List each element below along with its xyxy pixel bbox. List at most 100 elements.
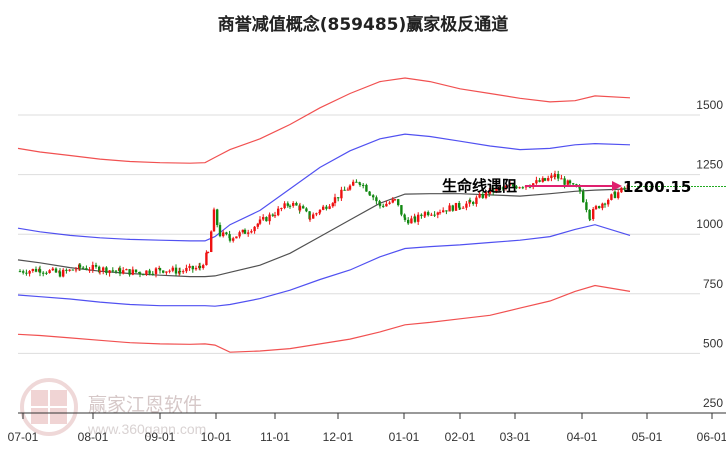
candle: [417, 214, 420, 222]
gridlines: [18, 114, 700, 354]
candle: [305, 208, 308, 212]
candle: [243, 229, 247, 234]
candle: [171, 267, 174, 271]
candle: [247, 232, 250, 234]
candle: [475, 197, 478, 204]
candle: [212, 209, 216, 232]
candle: [298, 206, 302, 211]
candle: [501, 187, 504, 189]
candle: [550, 175, 553, 179]
candle: [454, 202, 458, 211]
candle: [442, 210, 445, 213]
candle: [168, 270, 171, 272]
band-line: [17, 133, 631, 242]
candle: [413, 216, 417, 222]
candle: [58, 271, 62, 277]
candle: [362, 184, 365, 186]
candle: [566, 180, 569, 185]
candle: [557, 173, 560, 179]
candle: [125, 269, 128, 271]
candle: [74, 269, 78, 271]
candle: [563, 178, 566, 185]
y-tick-label: 1250: [696, 158, 723, 172]
candle: [423, 212, 427, 216]
candle: [400, 205, 403, 215]
candle: [495, 187, 498, 192]
candle: [333, 197, 337, 204]
candle: [478, 194, 481, 198]
candle: [85, 268, 88, 270]
candle: [322, 206, 325, 210]
candle: [25, 272, 28, 274]
candle: [492, 188, 495, 192]
candle: [433, 214, 436, 216]
candle: [108, 270, 111, 274]
candle: [94, 264, 98, 267]
candle: [512, 184, 515, 187]
candle: [31, 268, 34, 271]
candle: [337, 197, 340, 199]
x-tick-label: 11-01: [260, 430, 290, 444]
candle: [71, 269, 74, 271]
candle: [68, 269, 71, 271]
x-tick-label: 01-01: [389, 430, 420, 444]
candle: [592, 209, 595, 220]
candle: [105, 267, 108, 274]
candle: [378, 203, 382, 206]
candle: [191, 265, 194, 270]
candle: [138, 272, 142, 275]
candle: [603, 203, 607, 205]
candle: [258, 219, 262, 224]
candle: [273, 215, 277, 217]
candle: [210, 231, 213, 253]
candle: [198, 265, 202, 268]
candle: [128, 269, 131, 275]
band-line: [17, 284, 631, 353]
candle: [271, 214, 274, 216]
candle: [378, 201, 381, 204]
candle: [277, 208, 280, 216]
y-axis: 250 500 750 1000 1250 1500: [696, 98, 723, 410]
arrow-head-icon: [612, 181, 622, 191]
candle: [283, 203, 286, 209]
candle: [348, 185, 352, 190]
candle: [588, 218, 592, 220]
candle: [393, 199, 397, 201]
candle: [572, 183, 575, 185]
band-line: [17, 188, 631, 278]
candle: [568, 180, 572, 184]
candle: [114, 270, 118, 272]
candle: [174, 267, 178, 274]
candle: [484, 191, 488, 198]
candle: [355, 181, 358, 183]
candle: [598, 206, 601, 209]
watermark-seal-icon: [20, 378, 78, 436]
candle: [543, 178, 547, 181]
chart-title: 商誉减值概念(859485)赢家极反通道: [217, 15, 509, 35]
candle: [182, 271, 185, 273]
candle: [617, 192, 620, 198]
candle: [547, 178, 550, 181]
candle: [458, 207, 462, 209]
candle: [268, 214, 271, 222]
last-price-label: 1200.15: [623, 178, 691, 196]
candle: [228, 234, 231, 239]
candle: [158, 268, 162, 271]
candle: [228, 238, 232, 241]
candle: [528, 186, 532, 188]
candle: [328, 206, 331, 209]
candle: [601, 203, 604, 209]
candle: [410, 218, 413, 224]
candle: [553, 173, 557, 178]
candle: [358, 183, 362, 185]
band-line: [17, 77, 631, 164]
candle: [205, 252, 208, 266]
candle: [218, 224, 222, 237]
channel-bands: [17, 77, 631, 353]
candle: [48, 270, 51, 274]
candle: [82, 267, 85, 269]
candle: [165, 271, 168, 273]
candle: [280, 208, 283, 210]
annotation: 生命线遇阻 1200.15: [442, 177, 726, 196]
